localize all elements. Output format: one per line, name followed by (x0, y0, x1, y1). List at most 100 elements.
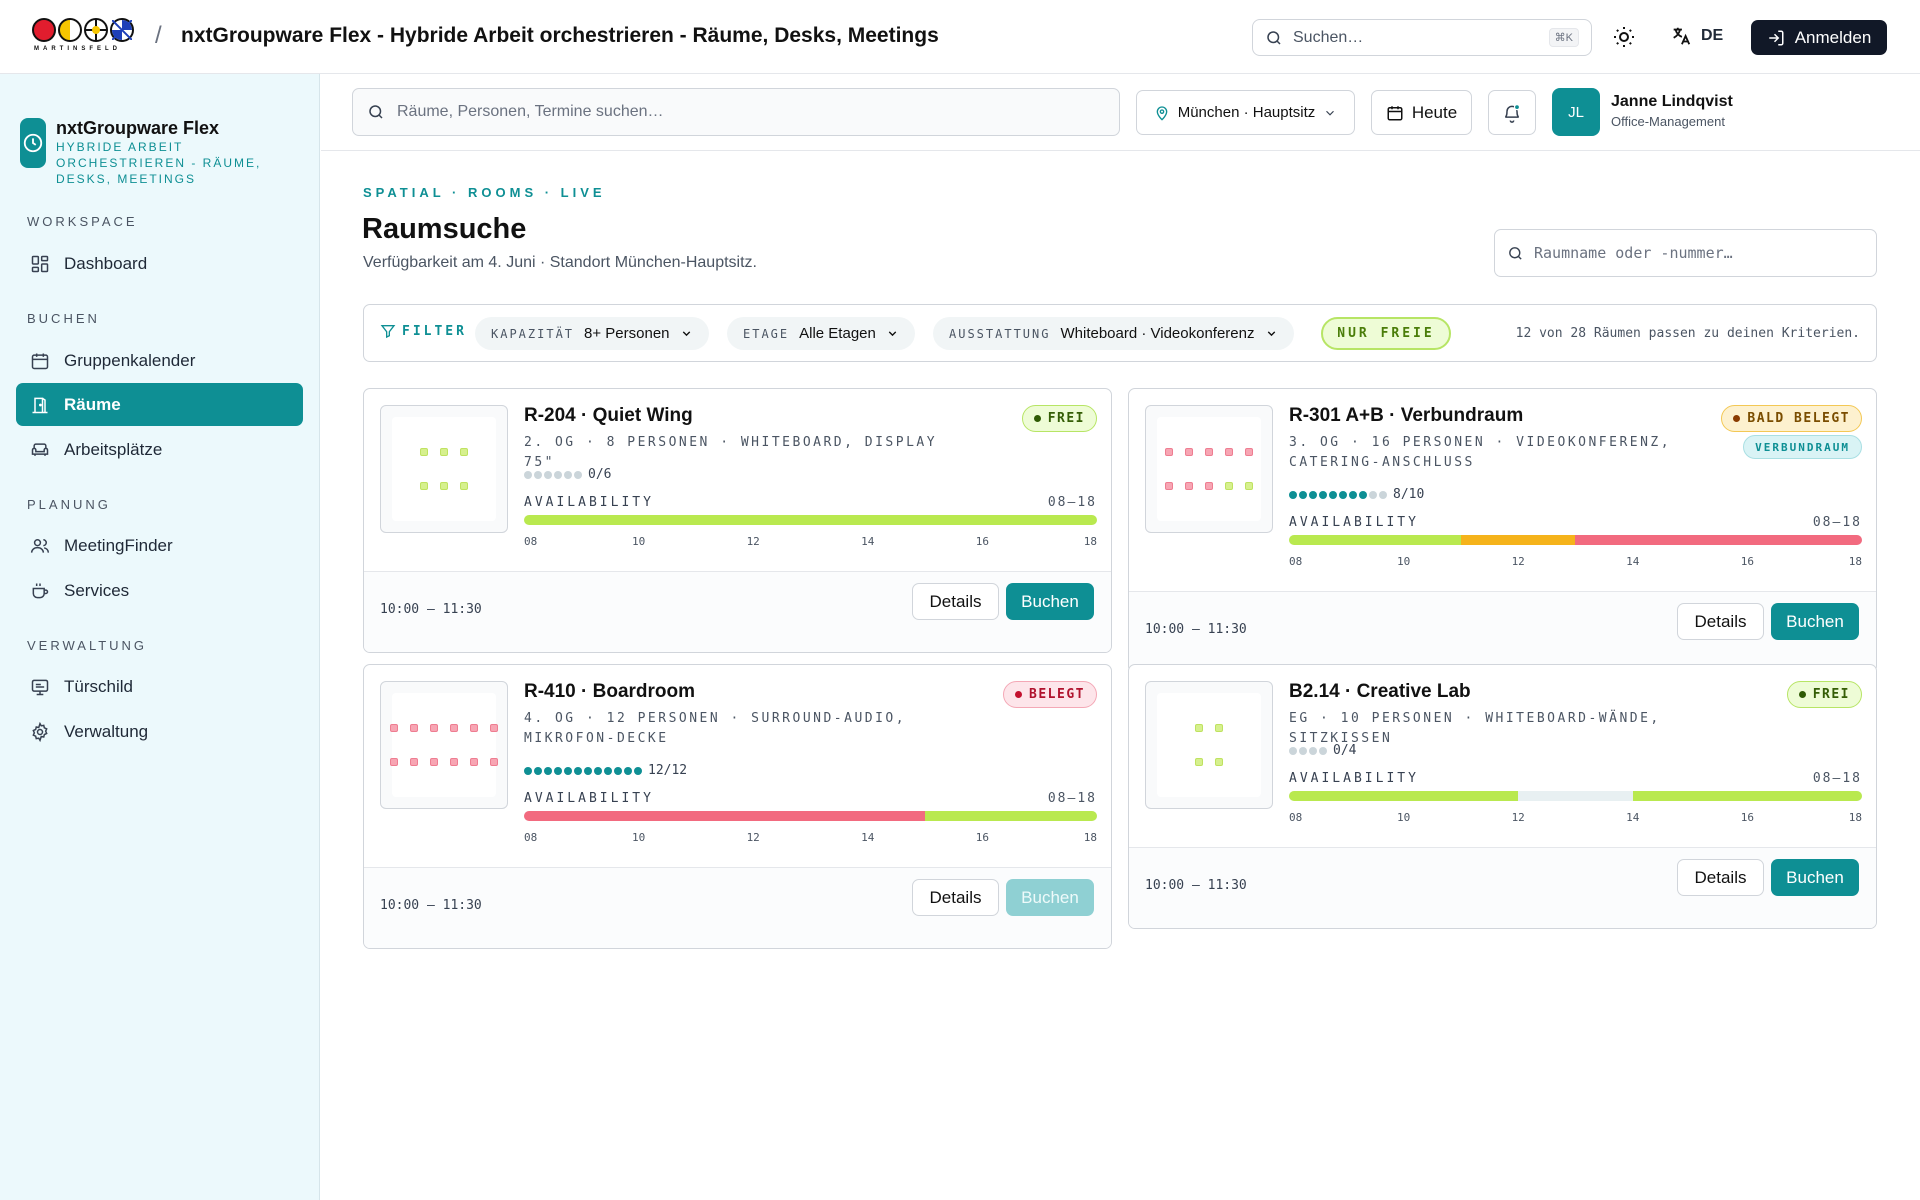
floorplan-thumbnail[interactable] (1145, 681, 1273, 809)
occupancy-dot (564, 470, 572, 479)
occupancy-dot (574, 766, 582, 775)
availability-segment-soon (1460, 535, 1576, 545)
only-free-toggle[interactable]: NUR FREIE (1321, 317, 1451, 350)
sidebar-item-dashboard[interactable]: Dashboard (16, 242, 303, 285)
seat-marker (1205, 482, 1213, 490)
translate-icon (1670, 25, 1692, 47)
details-button[interactable]: Details (1677, 603, 1764, 640)
floorplan-thumbnail[interactable] (1145, 405, 1273, 533)
shortcut-hint: ⌘K (1548, 28, 1579, 47)
occupancy-dot (554, 766, 562, 775)
details-button[interactable]: Details (1677, 859, 1764, 896)
details-button[interactable]: Details (912, 583, 999, 620)
status-badge: BALD BELEGT (1721, 405, 1862, 432)
sidebar-item-meetingfinder[interactable]: MeetingFinder (16, 524, 303, 567)
occupancy-count: 8/10 (1393, 487, 1425, 502)
room-name: R-204 · Quiet Wing (524, 405, 693, 426)
sidebar-item-tuerschild[interactable]: Türschild (16, 665, 303, 708)
seat-row (420, 482, 468, 490)
tick-label: 18 (1083, 831, 1097, 844)
occupancy-count: 0/4 (1333, 743, 1357, 758)
seat-marker (430, 758, 438, 766)
occupancy-dot (564, 766, 572, 775)
seat-marker (1245, 482, 1253, 490)
availability-segment-empty (1518, 791, 1633, 801)
floorplan-thumbnail[interactable] (380, 681, 508, 809)
room-card[interactable]: R-410 · Boardroom 4. OG · 12 Personen · … (363, 664, 1112, 949)
availability-range: 08–18 (1047, 791, 1097, 806)
room-card[interactable]: R-301 A+B · Verbundraum 3. OG · 16 Perso… (1128, 388, 1877, 673)
chevron-down-icon (886, 327, 899, 340)
tick-label: 14 (1626, 811, 1640, 824)
availability-ticks: 08 10 12 14 16 18 (524, 535, 1097, 549)
book-button[interactable]: Buchen (1006, 879, 1094, 916)
equipment-filter[interactable]: AUSSTATTUNG Whiteboard · Videokonferenz (933, 317, 1294, 350)
chevron-down-icon (680, 327, 693, 340)
seat-marker (410, 724, 418, 732)
section-verwaltung: VERWALTUNG (27, 638, 148, 653)
filter-label[interactable]: FILTER (380, 323, 467, 339)
brand-tagline: HYBRIDE ARBEIT ORCHESTRIEREN - RÄUME, DE… (56, 140, 262, 186)
sidebar-item-services[interactable]: Services (16, 569, 303, 612)
occupancy-dot (614, 766, 622, 775)
room-search-input[interactable]: Raumname oder -nummer… (1494, 229, 1877, 277)
global-search[interactable]: Suchen… ⌘K (1252, 19, 1592, 56)
sidebar-item-label: Verwaltung (64, 721, 149, 741)
company-logo[interactable]: MARTINSFELD (32, 18, 138, 56)
main-search-placeholder: Räume, Personen, Termine suchen… (397, 103, 664, 120)
details-button[interactable]: Details (912, 879, 999, 916)
occupancy-dots (524, 470, 582, 479)
sidebar-item-label: Türschild (64, 676, 133, 696)
sidebar-item-verwaltung[interactable]: Verwaltung (16, 710, 303, 753)
login-button[interactable]: Anmelden (1751, 20, 1887, 55)
book-button[interactable]: Buchen (1771, 603, 1859, 640)
floor-filter[interactable]: ETAGE Alle Etagen (727, 317, 915, 350)
page-title: Raumsuche (362, 213, 527, 245)
tick-label: 16 (1740, 811, 1755, 824)
seat-marker (1215, 724, 1223, 732)
page-eyebrow: SPATIAL · ROOMS · LIVE (363, 185, 606, 200)
location-selector[interactable]: München · Hauptsitz (1136, 90, 1355, 135)
occupancy-dot (534, 766, 542, 775)
occupancy-count: 12/12 (648, 763, 688, 778)
location-label: München · Hauptsitz (1177, 104, 1316, 121)
occupancy-dot (594, 766, 602, 775)
tick-label: 10 (1396, 555, 1411, 568)
floor-value: Alle Etagen (799, 325, 876, 342)
sidebar-brand[interactable]: nxtGroupware Flex HYBRIDE ARBEIT ORCHEST… (20, 118, 286, 187)
coffee-icon (30, 581, 50, 601)
room-search-placeholder: Raumname oder -nummer… (1534, 244, 1733, 262)
sidebar-item-gruppenkalender[interactable]: Gruppenkalender (16, 339, 303, 382)
occupancy-dot (1309, 490, 1317, 499)
status-dot (1733, 415, 1741, 422)
notifications-button[interactable] (1488, 90, 1536, 135)
floorplan-thumbnail[interactable] (380, 405, 508, 533)
availability-ticks: 08 10 12 14 16 18 (524, 831, 1097, 845)
book-button[interactable]: Buchen (1771, 859, 1859, 896)
sidebar-item-raeume[interactable]: Räume (16, 383, 303, 426)
capacity-filter[interactable]: KAPAZITÄT 8+ Personen (475, 317, 709, 350)
room-meta: 4. OG · 12 Personen · Surround-Audio, Mi… (524, 711, 907, 746)
status-dot (1015, 691, 1023, 698)
match-count: 12 von 28 Räumen passen zu deinen Kriter… (1515, 326, 1860, 341)
avatar[interactable]: JL (1552, 88, 1600, 136)
occupancy-dot (1359, 490, 1367, 499)
occupancy: 0/6 (524, 467, 611, 482)
card-footer: 10:00 – 11:30 Details Buchen (364, 571, 1111, 652)
room-card[interactable]: R-204 · Quiet Wing 2. OG · 8 Personen · … (363, 388, 1112, 653)
book-button[interactable]: Buchen (1006, 583, 1094, 620)
today-button[interactable]: Heute (1371, 90, 1472, 135)
availability-segment-free (925, 811, 1097, 821)
room-card[interactable]: B2.14 · Creative Lab EG · 10 Personen · … (1128, 664, 1877, 929)
occupancy: 8/10 (1289, 487, 1424, 502)
language-switcher[interactable]: DE (1670, 25, 1723, 47)
seat-marker (390, 724, 398, 732)
tick-label: 16 (1740, 555, 1755, 568)
sidebar-item-arbeitsplaetze[interactable]: Arbeitsplätze (16, 428, 303, 471)
sofa-icon (30, 440, 50, 460)
seat-marker (1225, 448, 1233, 456)
booking-time: 10:00 – 11:30 (380, 898, 482, 913)
theme-toggle-button[interactable] (1612, 25, 1636, 49)
seat-marker (460, 482, 468, 490)
main-search-input[interactable]: Räume, Personen, Termine suchen… (352, 88, 1120, 136)
